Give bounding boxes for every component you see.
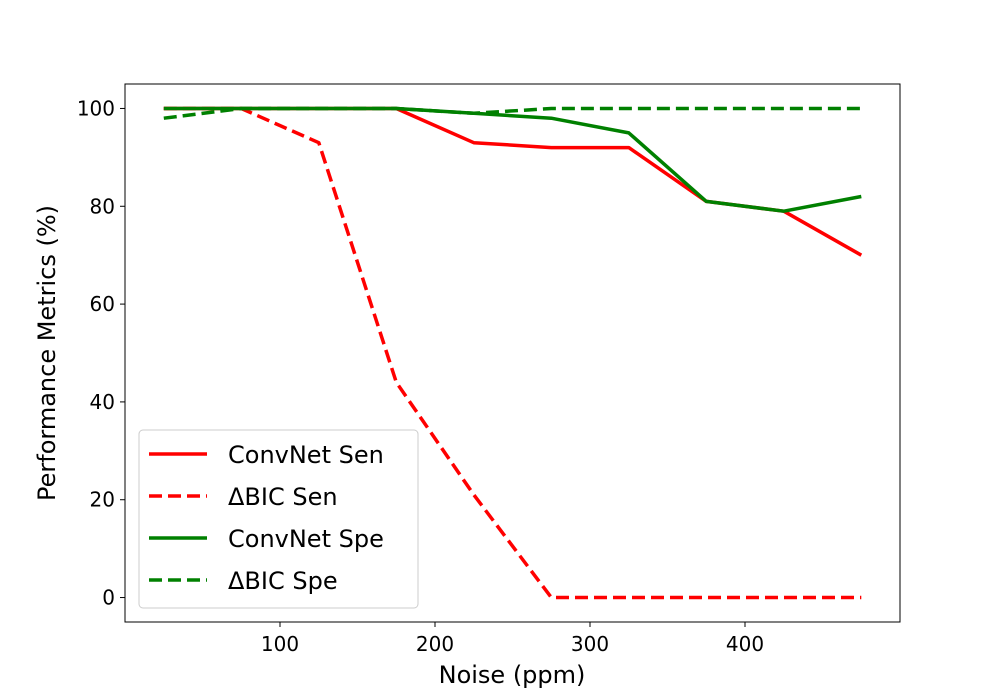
x-axis-label: Noise (ppm) [439, 661, 586, 689]
x-tick-label: 400 [726, 632, 764, 656]
series-layer [163, 106, 863, 600]
x-tick-label: 300 [571, 632, 609, 656]
y-axis-ticks: 0 20 40 60 80 100 [77, 96, 125, 610]
legend-label-0: ConvNet Sen [228, 441, 384, 469]
x-axis-ticks: 100 200 300 400 [261, 622, 764, 656]
y-tick-label: 80 [90, 194, 115, 218]
x-tick-label: 100 [261, 632, 299, 656]
legend-label-2: ConvNet Spe [228, 525, 384, 553]
legend-frame [138, 429, 419, 609]
series-line-3 [163, 106, 862, 120]
legend-label-3: ΔBIC Spe [228, 567, 338, 595]
y-tick-label: 40 [90, 390, 115, 414]
y-tick-label: 60 [90, 292, 115, 316]
y-tick-label: 100 [77, 96, 115, 120]
plot-frame [124, 83, 901, 623]
legend: ConvNet Sen ΔBIC Sen ConvNet Spe ΔBIC Spe [138, 429, 419, 609]
y-axis-label: Performance Metrics (%) [33, 205, 61, 501]
legend-label-1: ΔBIC Sen [228, 483, 338, 511]
x-tick-label: 200 [416, 632, 454, 656]
legend-items: ConvNet Sen ΔBIC Sen ConvNet Spe ΔBIC Spe [149, 441, 384, 595]
y-tick-label: 20 [90, 488, 115, 512]
series-line-0 [163, 106, 863, 257]
y-tick-label: 0 [102, 586, 115, 610]
series-line-2 [163, 106, 862, 213]
series-line-1 [163, 106, 862, 600]
